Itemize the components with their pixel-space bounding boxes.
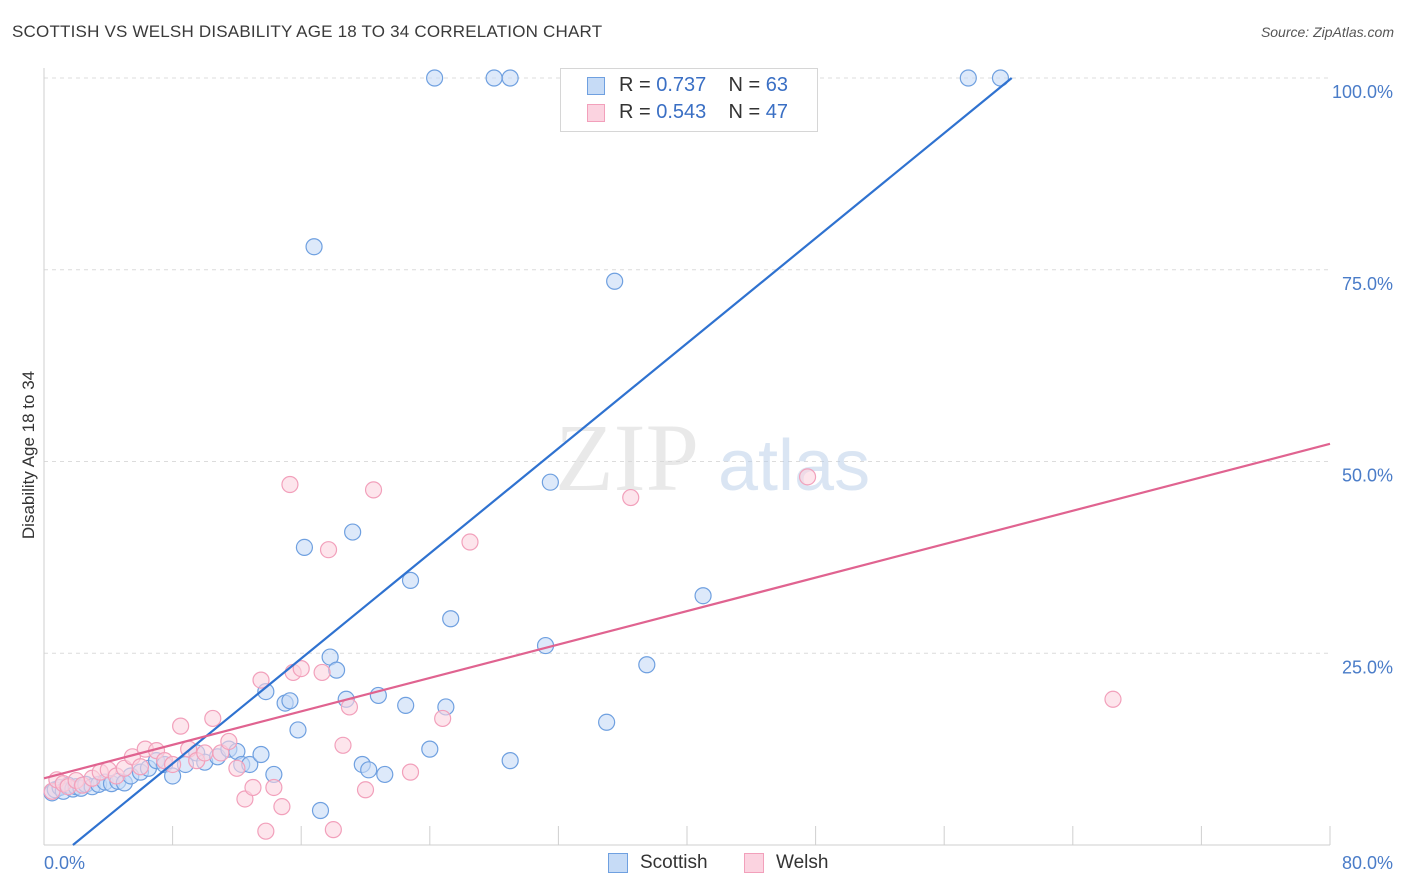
welsh-legend-swatch: [744, 853, 764, 873]
welsh-point: [131, 758, 150, 776]
svg-text:atlas: atlas: [718, 426, 870, 506]
welsh-point: [228, 759, 246, 777]
welsh-point: [252, 671, 270, 689]
scottish-point: [426, 69, 444, 87]
welsh-point: [622, 488, 640, 507]
welsh-point: [220, 732, 238, 751]
scottish-trendline: [72, 77, 1013, 846]
welsh-point: [319, 541, 338, 559]
axes: [43, 68, 1331, 846]
welsh-point: [204, 709, 222, 728]
welsh-trendline: [43, 442, 1331, 780]
scottish-point: [485, 69, 503, 87]
welsh-point: [356, 781, 375, 799]
scottish-point: [421, 740, 439, 758]
y-axis-title: Disability Age 18 to 34: [19, 371, 38, 539]
welsh-points: [43, 468, 1122, 840]
y-tick-label: 75.0%: [1342, 274, 1393, 294]
scottish-swatch: [587, 77, 605, 95]
scottish-point: [344, 523, 362, 541]
scottish-point: [327, 661, 346, 679]
welsh-point: [434, 709, 452, 728]
scottish-point: [305, 238, 323, 256]
scottish-point: [959, 69, 977, 87]
y-tick-label: 50.0%: [1342, 466, 1393, 486]
welsh-point: [292, 659, 310, 678]
welsh-n-value: 47: [765, 101, 789, 123]
y-tick-label: 100.0%: [1332, 82, 1393, 102]
welsh-point: [281, 475, 299, 494]
scottish-point: [281, 692, 299, 710]
scottish-point: [360, 761, 378, 779]
scottish-point: [694, 587, 712, 605]
scottish-n-label: N =: [728, 74, 766, 96]
scottish-point: [541, 473, 559, 491]
x-tick-label: 80.0%: [1342, 853, 1393, 873]
scottish-r-value: 0.737: [656, 74, 707, 96]
scottish-point: [252, 745, 270, 764]
scottish-point: [295, 538, 314, 557]
welsh-n-label: N =: [728, 101, 766, 123]
chart-source: Source: ZipAtlas.com: [1260, 24, 1394, 40]
welsh-point: [196, 744, 214, 762]
scottish-point: [442, 610, 460, 628]
scottish-point: [289, 721, 307, 739]
scottish-point: [501, 69, 519, 87]
x-tick-label: 0.0%: [44, 853, 85, 873]
welsh-legend-label: Welsh: [776, 852, 829, 873]
welsh-point: [265, 778, 283, 797]
welsh-point: [324, 821, 342, 839]
chart-title: SCOTTISH VS WELSH DISABILITY AGE 18 TO 3…: [12, 22, 603, 41]
scottish-point: [397, 696, 415, 715]
welsh-point: [798, 468, 817, 486]
welsh-point: [401, 763, 420, 781]
scottish-point: [638, 656, 656, 674]
welsh-r-value: 0.543: [656, 101, 707, 123]
scottish-legend-swatch: [608, 853, 628, 873]
scottish-n-value: 63: [765, 74, 789, 96]
gridlines: [44, 77, 1330, 654]
trendlines: [43, 77, 1331, 846]
scottish-point: [376, 765, 394, 784]
welsh-point: [334, 736, 352, 754]
welsh-point: [273, 798, 291, 816]
welsh-r-label: R =: [619, 101, 657, 123]
scottish-point: [606, 272, 624, 290]
welsh-point: [461, 533, 479, 551]
scottish-r-label: R =: [619, 74, 657, 96]
scottish-point: [311, 801, 330, 820]
scottish-point: [501, 752, 519, 770]
welsh-point: [257, 822, 275, 840]
watermark: ZIP atlas: [555, 404, 870, 511]
y-tick-label: 25.0%: [1342, 657, 1393, 677]
welsh-point: [172, 717, 190, 735]
stats-legend: R = 0.737 N = 63 R = 0.543 N = 47: [560, 68, 818, 132]
welsh-point: [313, 663, 331, 682]
welsh-swatch: [587, 104, 605, 122]
scottish-point: [598, 713, 616, 731]
tick-labels: 100.0% 75.0% 50.0% 25.0% 0.0% 80.0%: [44, 82, 1393, 873]
welsh-point: [364, 481, 383, 499]
scottish-point: [401, 571, 420, 589]
welsh-point: [1104, 690, 1122, 708]
welsh-point: [244, 778, 262, 797]
scottish-legend-label: Scottish: [640, 852, 708, 873]
